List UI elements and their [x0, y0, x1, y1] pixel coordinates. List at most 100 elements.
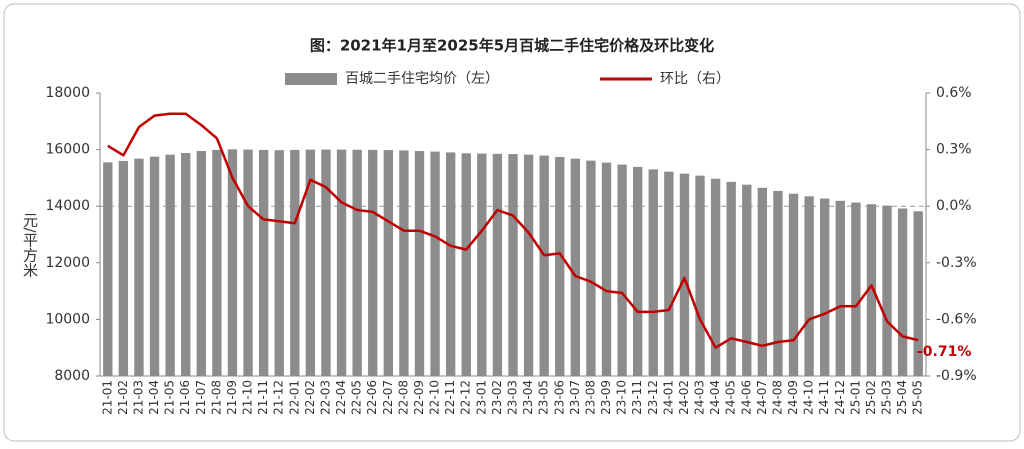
bar [134, 158, 144, 376]
legend-label: 环比（右） [660, 71, 730, 87]
y2-tick-label: 0.3% [936, 142, 972, 158]
bar [617, 164, 627, 376]
x-tick-label: 22-02 [303, 380, 317, 415]
x-tick-label: 21-12 [272, 380, 286, 415]
x-tick-label: 21-01 [100, 380, 114, 415]
bar [258, 149, 269, 376]
bar [773, 190, 783, 376]
bar [321, 149, 331, 376]
x-tick-label: 21-10 [241, 380, 255, 415]
bar [820, 198, 830, 376]
bar [336, 149, 347, 376]
x-tick-label: 21-07 [194, 380, 208, 415]
x-tick-label: 23-05 [537, 380, 551, 415]
bar [430, 151, 440, 376]
x-tick-label: 24-07 [755, 380, 769, 415]
x-tick-label: 22-06 [365, 380, 379, 415]
x-tick-label: 22-08 [396, 380, 410, 415]
x-tick-label: 24-11 [817, 380, 831, 415]
line [107, 112, 919, 349]
bar [710, 178, 721, 376]
bar [539, 155, 549, 376]
legend-label: 百城二手住宅均价（左） [345, 71, 499, 87]
bar [305, 149, 316, 376]
y-axis-label: 元/平方米 [21, 212, 39, 277]
x-tick-label: 22-09 [412, 380, 426, 415]
x-tick-label: 22-11 [443, 380, 457, 415]
x-tick-label: 23-04 [521, 380, 535, 415]
bar [212, 149, 222, 376]
y-tick-label: 10000 [45, 311, 90, 327]
x-tick-label: 24-03 [693, 380, 707, 415]
x-tick-label: 22-12 [459, 380, 473, 415]
bar [804, 196, 814, 376]
y-tick-label: 8000 [54, 368, 90, 384]
bar [290, 149, 300, 376]
x-tick-label: 23-12 [646, 380, 660, 415]
x-tick-label: 22-01 [287, 380, 301, 415]
bar [508, 154, 518, 376]
bar [742, 184, 752, 376]
x-tick-label: 24-12 [833, 380, 847, 415]
x-tick-label: 24-06 [739, 380, 753, 415]
y2-tick-label: -0.9% [936, 368, 977, 384]
x-tick-label: 25-01 [848, 380, 862, 415]
x-tick-label: 23-08 [583, 380, 597, 415]
x-tick-label: 23-01 [474, 380, 488, 415]
bar [103, 162, 113, 376]
x-tick-label: 24-09 [786, 380, 800, 415]
x-tick-label: 21-03 [131, 380, 145, 415]
bar [851, 202, 861, 376]
x-tick-label: 24-02 [677, 380, 691, 415]
bar [523, 154, 534, 376]
bar [461, 153, 471, 376]
bar [492, 153, 503, 376]
bar [664, 171, 674, 376]
bar [882, 205, 892, 376]
bar [601, 162, 612, 376]
bar [897, 208, 908, 376]
bar [570, 158, 581, 376]
x-tick-label: 21-11 [256, 380, 270, 415]
bar [555, 156, 565, 376]
x-tick-label: 25-04 [895, 380, 909, 415]
x-tick-label: 21-05 [163, 380, 177, 415]
x-tick-label: 23-10 [615, 380, 629, 415]
bar [633, 166, 643, 376]
x-tick-label: 22-04 [334, 380, 348, 415]
bar [243, 149, 253, 376]
bar [695, 175, 705, 376]
y-tick-label: 16000 [45, 142, 90, 158]
x-tick-label: 21-02 [116, 380, 130, 415]
x-tick-label: 24-05 [724, 380, 738, 415]
x-tick-label: 25-03 [880, 380, 894, 415]
x-tick-label: 25-02 [864, 380, 878, 415]
y-tick-label: 14000 [45, 198, 90, 214]
bar [227, 149, 238, 376]
x-tick-label: 24-10 [802, 380, 816, 415]
bar [399, 150, 409, 376]
x-tick-label: 21-04 [147, 380, 161, 415]
bar [149, 156, 160, 376]
x-tick-label: 21-09 [225, 380, 239, 415]
bar [274, 150, 284, 376]
bar [352, 149, 362, 376]
bar [414, 151, 425, 376]
x-tick-label: 25-05 [911, 380, 925, 415]
bar [383, 150, 393, 376]
bar [913, 211, 923, 376]
bar [679, 173, 690, 376]
x-tick-label: 22-10 [428, 380, 442, 415]
x-tick-label: 23-11 [630, 380, 644, 415]
bar [165, 154, 175, 376]
x-tick-label: 24-01 [661, 380, 675, 415]
y-tick-label: 12000 [45, 255, 90, 271]
x-tick-label: 22-03 [318, 380, 332, 415]
bar [368, 149, 378, 376]
bar [445, 152, 456, 376]
bar [648, 169, 658, 376]
x-tick-label: 21-08 [209, 380, 223, 415]
x-tick-label: 21-06 [178, 380, 192, 415]
y2-tick-label: -0.6% [936, 311, 977, 327]
